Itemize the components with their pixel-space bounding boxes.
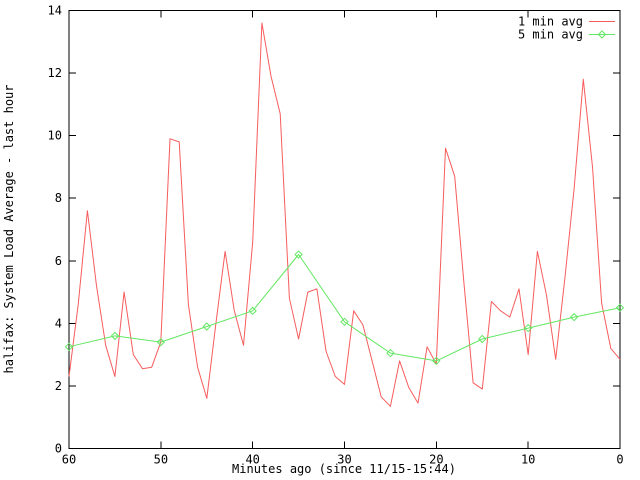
series-marker-diamond [156, 337, 166, 347]
series-marker-diamond [64, 342, 74, 352]
y-tick-label: 6 [55, 254, 62, 268]
series-marker-diamond [386, 348, 395, 358]
x-tick-label: 50 [154, 453, 168, 467]
y-tick-label: 14 [48, 4, 62, 18]
legend: 1 min avg 5 min avg [518, 15, 615, 42]
series-marker-diamond [597, 30, 607, 39]
series-line-1-min-avg [68, 22, 621, 407]
x-tick-label: 20 [429, 453, 443, 467]
y-tick-label: 4 [55, 316, 62, 330]
legend-label-5min: 5 min avg [518, 28, 583, 42]
x-axis-title: Minutes ago (since 11/15-15:44) [232, 462, 456, 476]
y-tick-label: 0 [55, 442, 62, 456]
series-marker-diamond [523, 323, 533, 333]
y-axis-title: halifax: System Load Average - last hour [2, 85, 16, 374]
x-tick-label: 60 [62, 453, 76, 467]
series-marker-diamond [294, 250, 303, 259]
series-marker-diamond [248, 306, 257, 316]
y-tick-label: 2 [55, 379, 62, 393]
axis-tick-labels: 60 50 40 30 20 10 0 0 2 4 6 8 10 12 14 [48, 4, 624, 467]
x-tick-label: 0 [616, 453, 623, 467]
series-marker-diamond [569, 312, 579, 322]
y-tick-label: 8 [55, 191, 62, 205]
series-marker-diamond [110, 331, 120, 341]
y-tick-label: 10 [48, 129, 62, 143]
series-marker-diamond [478, 334, 487, 344]
legend-label-1min: 1 min avg [518, 15, 583, 29]
y-tick-label: 12 [48, 66, 62, 80]
series-marker-diamond [202, 322, 211, 331]
series-marker-diamond [615, 303, 625, 312]
axis-ticks [68, 10, 621, 449]
series-marker-diamond [340, 317, 349, 327]
x-tick-label: 30 [337, 453, 351, 467]
x-tick-label: 10 [521, 453, 535, 467]
series-marker-diamond [432, 356, 441, 366]
x-tick-label: 40 [245, 453, 259, 467]
legend-line-samples [589, 21, 615, 39]
data-series [64, 22, 625, 407]
series-line-5-min-avg [68, 254, 621, 362]
